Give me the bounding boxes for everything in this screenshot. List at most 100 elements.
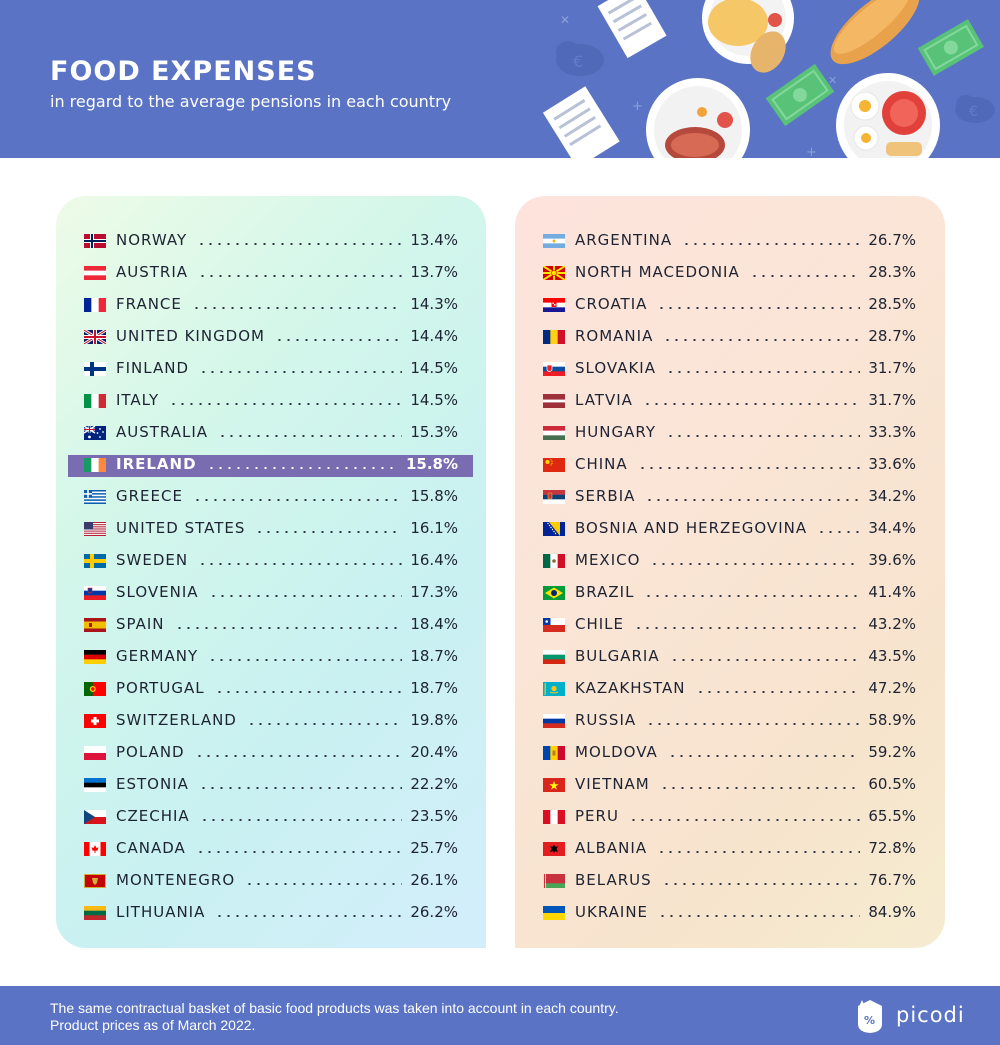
country-name: CHILE [575, 615, 625, 633]
dot-leader [169, 403, 402, 405]
table-row: AUSTRIA 13.7% [84, 262, 458, 284]
flag-canada-icon [84, 842, 106, 856]
dot-leader [175, 627, 402, 629]
flag-vietnam-icon [543, 778, 565, 792]
country-name: BULGARIA [575, 647, 660, 665]
footnote-line-2: Product prices as of March 2022. [50, 1017, 256, 1033]
svg-text:✕: ✕ [560, 13, 570, 27]
country-value: 41.4% [868, 583, 916, 601]
dot-leader [209, 595, 402, 597]
flag-switzerland-icon [84, 714, 106, 728]
flag-norway-icon [84, 234, 106, 248]
country-name: MOLDOVA [575, 743, 658, 761]
country-name: ALBANIA [575, 839, 648, 857]
country-value: 72.8% [868, 839, 916, 857]
flag-sweden-icon [84, 554, 106, 568]
flag-latvia-icon [543, 394, 565, 408]
dot-leader [247, 723, 402, 725]
country-value: 33.3% [868, 423, 916, 441]
dot-leader [662, 883, 860, 885]
flag-peru-icon [543, 810, 565, 824]
country-name: AUSTRALIA [116, 423, 209, 441]
country-name: CHINA [575, 455, 628, 473]
country-name: HUNGARY [575, 423, 656, 441]
page-title: FOOD EXPENSES [50, 56, 317, 87]
country-name: SERBIA [575, 487, 636, 505]
picodi-logo-icon: % [858, 1000, 882, 1033]
table-row: MEXICO 39.6% [543, 550, 916, 572]
highlight-bar [68, 455, 473, 477]
country-value: 28.5% [868, 295, 916, 313]
country-value: 13.7% [410, 263, 458, 281]
banknote-icon [917, 19, 984, 76]
country-name: ARGENTINA [575, 231, 673, 249]
table-row: SWITZERLAND 19.8% [84, 710, 458, 732]
dot-leader [275, 339, 402, 341]
receipt-icon-2 [542, 86, 620, 158]
country-name: PORTUGAL [116, 679, 205, 697]
dot-leader [663, 339, 860, 341]
baguette-icon [830, 0, 920, 65]
flag-spain-icon [84, 618, 106, 632]
country-value: 84.9% [868, 903, 916, 921]
dot-leader [660, 787, 860, 789]
flag-finland-icon [84, 362, 106, 376]
flag-belarus-icon [543, 874, 565, 888]
dot-leader [638, 467, 860, 469]
country-name: SWEDEN [116, 551, 189, 569]
country-name: GREECE [116, 487, 183, 505]
plate-omelette-icon [702, 0, 794, 73]
dot-leader [198, 275, 402, 277]
country-value: 14.5% [410, 391, 458, 409]
dot-leader [682, 243, 860, 245]
dot-leader [215, 915, 402, 917]
table-row: ITALY 14.5% [84, 390, 458, 412]
dot-leader [199, 787, 402, 789]
dot-leader [645, 499, 860, 501]
flag-france-icon [84, 298, 106, 312]
country-name: KAZAKHSTAN [575, 679, 686, 697]
table-row: VIETNAM 60.5% [543, 774, 916, 796]
plate-steak-icon [646, 78, 750, 158]
country-name: LATVIA [575, 391, 633, 409]
country-name: BELARUS [575, 871, 652, 889]
country-name: CZECHIA [116, 807, 190, 825]
food-illustration: € ✕ + + ✕ [542, 0, 995, 158]
country-name: BOSNIA AND HERZEGOVINA [575, 519, 808, 537]
dot-leader [670, 659, 860, 661]
country-name: VIETNAM [575, 775, 650, 793]
dot-leader [696, 691, 860, 693]
dot-leader [666, 435, 860, 437]
country-value: 14.5% [410, 359, 458, 377]
svg-text:+: + [632, 99, 643, 114]
country-value: 34.2% [868, 487, 916, 505]
country-value: 13.4% [410, 231, 458, 249]
country-value: 25.7% [410, 839, 458, 857]
country-value: 39.6% [868, 551, 916, 569]
table-row: SWEDEN 16.4% [84, 550, 458, 572]
country-value: 18.7% [410, 647, 458, 665]
dot-leader [634, 627, 860, 629]
table-row: ESTONIA 22.2% [84, 774, 458, 796]
flag-usa-icon [84, 522, 106, 536]
flag-bosnia-icon [543, 522, 565, 536]
dot-leader [195, 755, 402, 757]
dot-leader [658, 915, 860, 917]
dot-leader [245, 883, 402, 885]
table-row: UNITED KINGDOM 14.4% [84, 326, 458, 348]
flag-ireland-icon [84, 458, 106, 472]
table-row: ALBANIA 72.8% [543, 838, 916, 860]
flag-hungary-icon [543, 426, 565, 440]
table-row: PERU 65.5% [543, 806, 916, 828]
table-row: AUSTRALIA 15.3% [84, 422, 458, 444]
country-value: 16.4% [410, 551, 458, 569]
dot-leader [629, 819, 860, 821]
brand-logo: % picodi [850, 996, 970, 1036]
country-value: 19.8% [410, 711, 458, 729]
flag-croatia-icon [543, 298, 565, 312]
panel-left [56, 196, 486, 948]
flag-mexico-icon [543, 554, 565, 568]
country-value: 22.2% [410, 775, 458, 793]
dot-leader [193, 499, 402, 501]
country-value: 31.7% [868, 391, 916, 409]
